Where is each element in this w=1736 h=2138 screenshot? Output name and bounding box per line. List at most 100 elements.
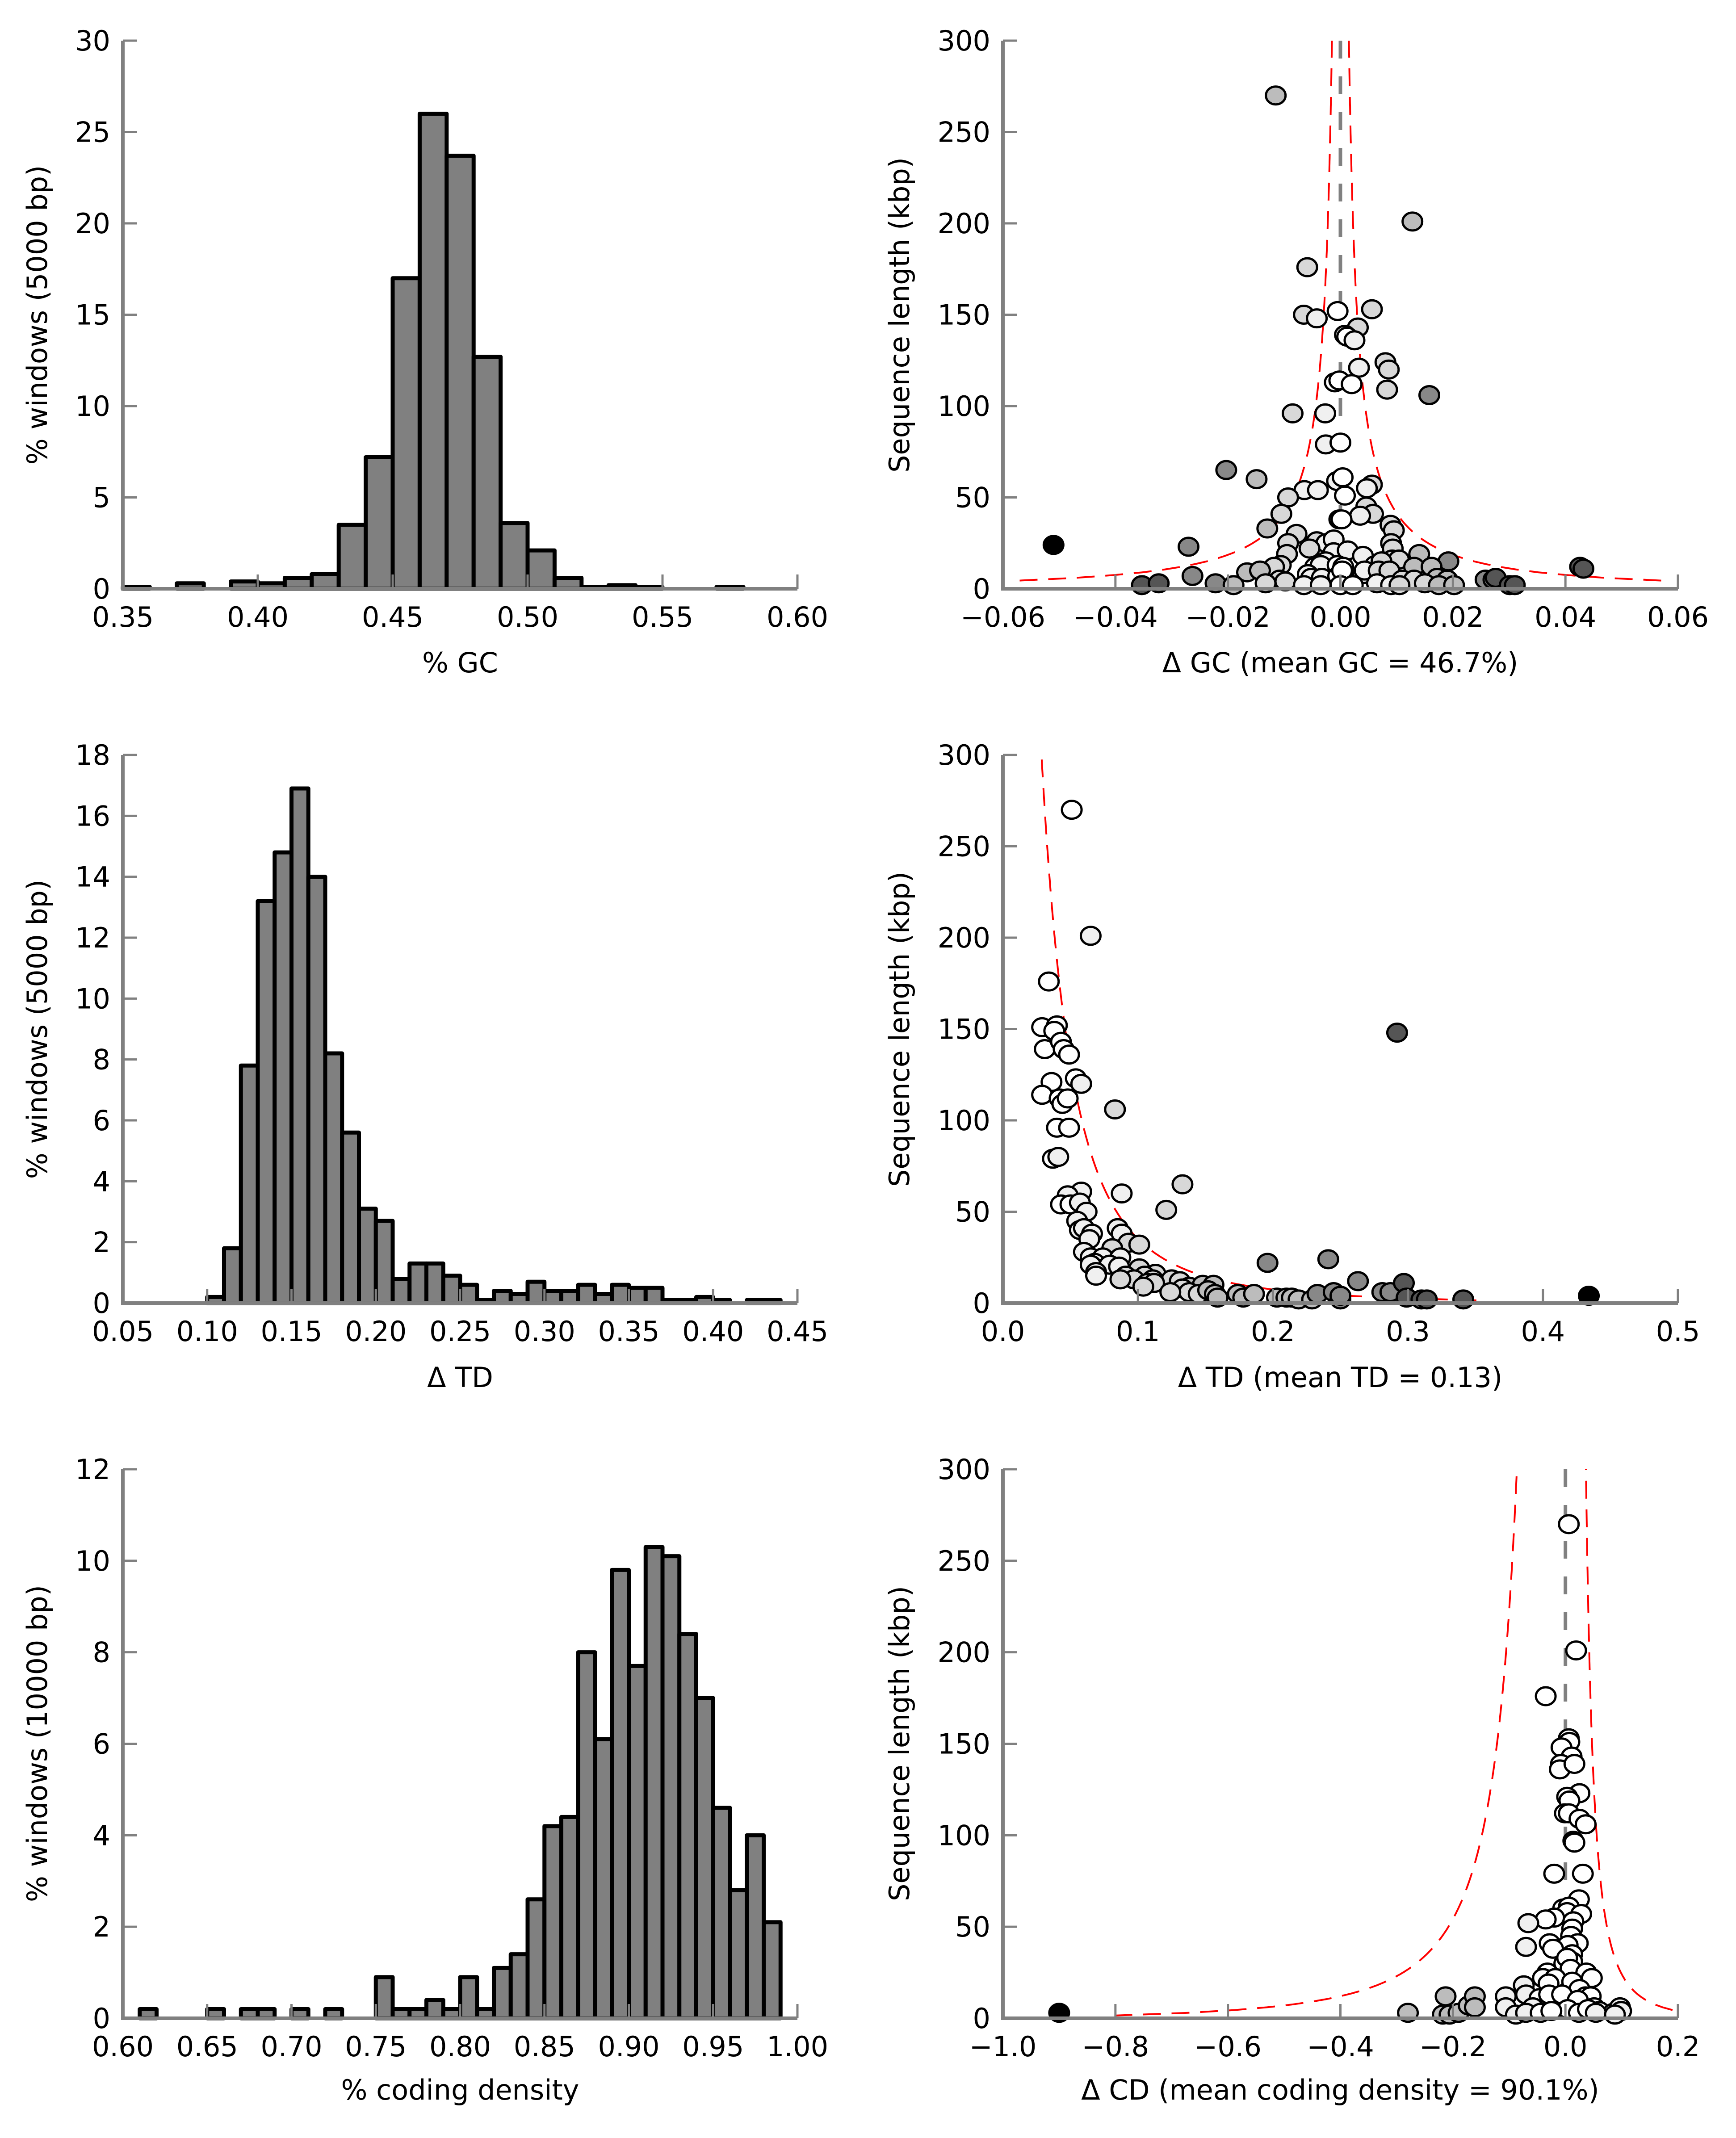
cd-scatter-y-tick-label: 300 <box>938 1453 990 1486</box>
td-hist-y-tick-label: 0 <box>93 1287 110 1320</box>
td-scatter-xlabel: Δ TD (mean TD = 0.13) <box>1178 1361 1502 1394</box>
gc-hist-bar <box>417 112 449 591</box>
cd-hist-bar <box>728 1888 749 2021</box>
td-scatter-x-tick-label: 0.1 <box>1116 1315 1160 1348</box>
gc-hist-bar <box>310 572 341 591</box>
cd-scatter-x-tick-label: 0.2 <box>1656 2030 1700 2063</box>
td-scatter-x-tick-label: 0.3 <box>1386 1315 1430 1348</box>
gc-scatter-y-tick-label: 300 <box>938 25 990 57</box>
gc-scatter-panel: Δ GC (mean GC = 46.7%) Sequence length (… <box>883 25 1709 679</box>
gc-scatter-point <box>1307 480 1329 500</box>
gc-hist-y-tick-label: 5 <box>93 482 110 514</box>
td-hist-x-tick-label: 0.35 <box>598 1315 659 1348</box>
cd-hist-bar <box>424 1998 445 2021</box>
td-hist-bar <box>441 1274 462 1305</box>
gc-hist-y-tick-label: 30 <box>75 25 110 57</box>
cd-scatter-point <box>1565 1640 1587 1661</box>
cd-scatter-y-tick-label: 50 <box>955 1911 990 1943</box>
gc-scatter-point <box>1270 503 1292 524</box>
td-scatter-y-tick-label: 50 <box>955 1196 990 1228</box>
gc-hist-bar <box>336 523 368 591</box>
td-hist-bar <box>340 1130 361 1305</box>
gc-hist-x-tick-label: 0.50 <box>497 601 558 633</box>
td-hist-plot-area <box>205 786 783 1305</box>
gc-scatter-point <box>1256 518 1279 539</box>
cd-hist-plot-area <box>138 1545 783 2021</box>
gc-scatter-x-tick-label: −0.02 <box>1186 601 1271 633</box>
cd-scatter-panel: Δ CD (mean coding density = 90.1%) Seque… <box>883 1453 1700 2106</box>
td-hist-x-tick-label: 0.30 <box>514 1315 575 1348</box>
td-hist-bar <box>390 1276 412 1305</box>
gc-scatter-point <box>1349 505 1371 526</box>
gc-hist-ylabel: % windows (5000 bp) <box>21 165 54 465</box>
gc-scatter-bound-left <box>1019 40 1333 582</box>
td-hist-y-tick-label: 2 <box>93 1226 110 1259</box>
cd-scatter-x-tick-label: −0.4 <box>1307 2030 1374 2063</box>
td-histogram-panel: Δ TD % windows (5000 bp) 0 2 4 6 8 10 12 14 16 18… <box>21 739 828 1394</box>
td-scatter-y-tick-label: 250 <box>938 830 990 863</box>
td-scatter-y-tick-label: 200 <box>938 922 990 954</box>
cd-hist-x-tick-label: 0.85 <box>514 2030 575 2063</box>
td-scatter-y-tick-label: 0 <box>973 1287 990 1320</box>
cd-hist-bar <box>677 1632 698 2021</box>
td-scatter-point <box>1256 1253 1279 1273</box>
cd-hist-bar <box>508 1952 530 2021</box>
cd-scatter-point <box>1563 1754 1585 1774</box>
gc-hist-bar <box>525 548 557 591</box>
td-hist-bar <box>542 1289 563 1305</box>
gc-scatter-point <box>1296 257 1318 277</box>
gc-hist-x-tick-label: 0.40 <box>227 601 289 633</box>
cd-hist-bar <box>559 1815 580 2021</box>
td-scatter-point <box>1109 1269 1132 1290</box>
cd-hist-y-tick-label: 8 <box>93 1636 110 1669</box>
gc-scatter-point <box>1572 558 1594 579</box>
gc-hist-y-tick-label: 10 <box>75 390 110 423</box>
td-scatter-point <box>1031 1085 1053 1105</box>
gc-scatter-ylabel: Sequence length (kbp) <box>883 157 916 473</box>
td-hist-y-tick-label: 4 <box>93 1165 110 1198</box>
td-hist-y-tick-label: 6 <box>93 1104 110 1137</box>
gc-hist-bar <box>390 276 422 591</box>
td-scatter-point <box>1111 1183 1133 1204</box>
td-scatter-x-tick-label: 0.5 <box>1656 1315 1700 1348</box>
td-hist-x-tick-label: 0.40 <box>682 1315 744 1348</box>
td-hist-bar <box>289 786 310 1305</box>
td-scatter-point <box>1171 1174 1194 1195</box>
cd-hist-x-tick-label: 0.60 <box>92 2030 154 2063</box>
td-hist-bar <box>306 875 327 1305</box>
gc-scatter-point <box>1329 432 1351 453</box>
cd-hist-x-tick-label: 0.70 <box>260 2030 322 2063</box>
td-scatter-point <box>1079 926 1102 946</box>
td-scatter-point <box>1159 1282 1182 1302</box>
td-hist-bar <box>492 1289 513 1305</box>
cd-hist-x-tick-label: 0.75 <box>345 2030 407 2063</box>
gc-scatter-point <box>1306 308 1328 329</box>
td-hist-bar <box>239 1063 260 1305</box>
td-hist-x-tick-label: 0.05 <box>92 1315 154 1348</box>
td-hist-x-tick-label: 0.10 <box>176 1315 238 1348</box>
cd-hist-x-tick-label: 0.95 <box>682 2030 744 2063</box>
cd-scatter-point <box>1517 1913 1539 1933</box>
gc-scatter-y-tick-label: 50 <box>955 482 990 514</box>
cd-hist-bar <box>610 1568 631 2021</box>
gc-scatter-x-tick-label: 0.02 <box>1422 601 1484 633</box>
cd-hist-x-tick-label: 1.00 <box>767 2030 828 2063</box>
td-scatter-x-tick-label: 0.0 <box>981 1315 1025 1348</box>
cd-scatter-point <box>1604 2004 1626 2025</box>
gc-scatter-point <box>1341 374 1363 394</box>
gc-hist-plot-area <box>121 112 746 591</box>
td-scatter-point <box>1386 1023 1408 1043</box>
cd-scatter-point <box>1572 1863 1594 1884</box>
cd-hist-ylabel: % windows (10000 bp) <box>21 1585 54 1902</box>
gc-scatter-bound-right <box>1348 40 1661 582</box>
gc-scatter-y-tick-label: 100 <box>938 390 990 423</box>
gc-scatter-point <box>1376 379 1398 400</box>
gc-scatter-x-tick-label: 0.06 <box>1647 601 1709 633</box>
td-scatter-point <box>1070 1073 1092 1094</box>
gc-scatter-point <box>1378 359 1400 380</box>
td-scatter-point <box>1038 971 1060 992</box>
gc-hist-x-tick-label: 0.35 <box>92 601 154 633</box>
td-hist-bar <box>273 850 294 1305</box>
cd-scatter-y-tick-label: 0 <box>973 2002 990 2035</box>
cd-scatter-ylabel: Sequence length (kbp) <box>883 1586 916 1901</box>
